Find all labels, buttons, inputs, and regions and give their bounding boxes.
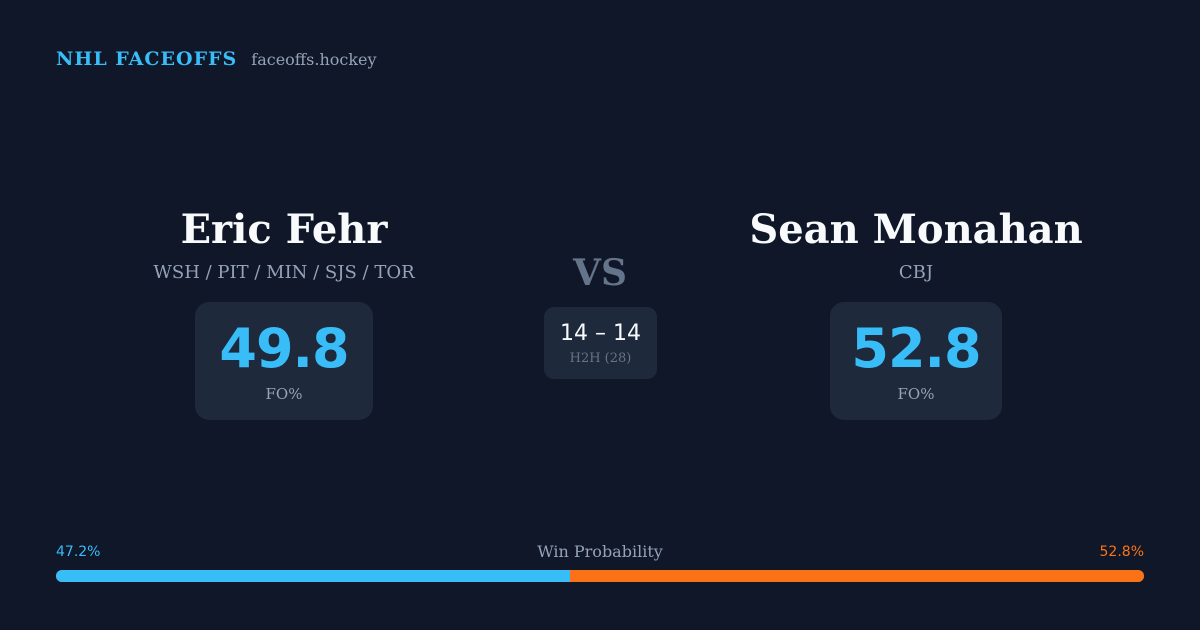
- win-probability-bar-left: [56, 570, 570, 582]
- brand-name: NHL FACEOFFS: [56, 48, 238, 70]
- win-probability-title: Win Probability: [537, 542, 663, 561]
- player-left-teams: WSH / PIT / MIN / SJS / TOR: [153, 262, 415, 283]
- h2h-label: H2H (28): [569, 350, 632, 366]
- win-probability-left-label: 47.2%: [56, 544, 101, 560]
- player-right-fo-label: FO%: [897, 385, 935, 403]
- win-probability-bar-right: [569, 570, 1144, 582]
- player-right-teams: CBJ: [898, 262, 934, 283]
- brand-header: NHL FACEOFFS faceoffs.hockey: [56, 48, 377, 70]
- player-left-fo-value: 49.8: [219, 317, 349, 380]
- h2h-card: 14 – 14 H2H (28): [544, 307, 657, 379]
- player-left-name: Eric Fehr: [180, 206, 388, 253]
- player-right-name: Sean Monahan: [749, 206, 1083, 253]
- player-right-fo-value: 52.8: [851, 317, 981, 380]
- player-left-stat-card: 49.8 FO%: [195, 302, 373, 420]
- brand-site: faceoffs.hockey: [251, 50, 377, 69]
- player-right-stat-card: 52.8 FO%: [830, 302, 1002, 420]
- player-right: Sean Monahan CBJ 52.8 FO%: [706, 206, 1126, 420]
- player-left: Eric Fehr WSH / PIT / MIN / SJS / TOR 49…: [74, 206, 494, 420]
- versus-label: VS: [573, 252, 627, 294]
- h2h-score: 14 – 14: [560, 320, 641, 346]
- player-left-fo-label: FO%: [265, 385, 303, 403]
- win-probability-bar: [56, 570, 1144, 582]
- win-probability-right-label: 52.8%: [1099, 544, 1144, 560]
- win-probability-labels: 47.2% Win Probability 52.8%: [56, 542, 1144, 564]
